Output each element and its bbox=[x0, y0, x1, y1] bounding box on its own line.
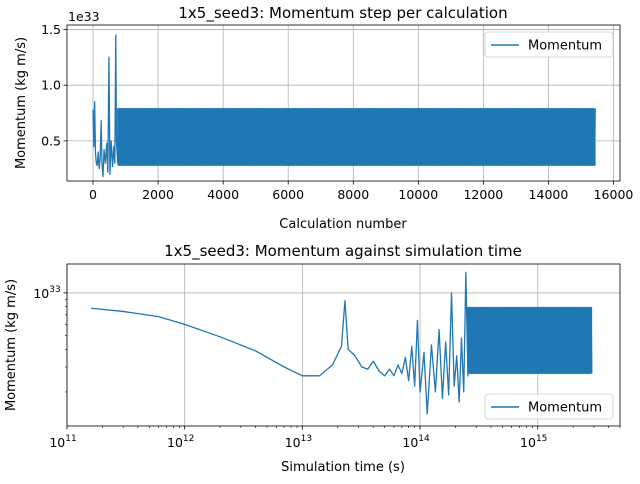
bottom-series bbox=[90, 271, 593, 415]
top-xlabel: Calculation number bbox=[279, 217, 407, 232]
bottom-panel: 1x5_seed3: Momentum against simulation t… bbox=[4, 242, 621, 475]
bottom-legend-label: Momentum bbox=[528, 401, 602, 416]
bottom-x-tick-label: 1012 bbox=[167, 434, 194, 450]
top-x-tick-label: 16000 bbox=[594, 187, 634, 202]
top-momentum-oscillation-band bbox=[117, 108, 596, 166]
bottom-title: 1x5_seed3: Momentum against simulation t… bbox=[164, 242, 522, 261]
top-offset-label: 1e33 bbox=[68, 9, 100, 24]
top-legend: Momentum bbox=[484, 31, 614, 58]
bottom-xlabel: Simulation time (s) bbox=[281, 460, 405, 475]
bottom-ylabel: Momentum (kg m/s) bbox=[4, 279, 19, 411]
bottom-x-tick-label: 1015 bbox=[520, 434, 547, 450]
bottom-ticks: 1011 1012 1013 1014 1015 1033 bbox=[33, 285, 621, 450]
top-panel: 1x5_seed3: Momentum step per calculation… bbox=[14, 4, 633, 232]
top-x-tick-label: 8000 bbox=[337, 187, 369, 202]
bottom-y-tick-label: 1033 bbox=[33, 285, 60, 301]
bottom-legend-box bbox=[484, 393, 614, 420]
top-x-tick-label: 14000 bbox=[529, 187, 569, 202]
top-y-tick-label: 1.0 bbox=[41, 78, 61, 93]
top-ylabel: Momentum (kg m/s) bbox=[14, 37, 29, 169]
bottom-x-tick-label: 1013 bbox=[285, 434, 312, 450]
top-x-tick-label: 10000 bbox=[398, 187, 438, 202]
top-y-tick-label: 1.5 bbox=[41, 22, 61, 37]
top-legend-label: Momentum bbox=[528, 39, 602, 54]
top-x-tick-label: 2000 bbox=[142, 187, 174, 202]
bottom-legend: Momentum bbox=[484, 393, 614, 420]
top-series bbox=[92, 34, 596, 178]
top-y-tick-label: 0.5 bbox=[41, 133, 61, 148]
bottom-momentum-oscillation-band bbox=[467, 307, 593, 374]
bottom-x-tick-label: 1014 bbox=[402, 434, 430, 450]
top-ticks: 0 2000 4000 6000 8000 10000 12000 14000 16000 0.5… bbox=[41, 22, 633, 202]
top-x-tick-label: 12000 bbox=[463, 187, 503, 202]
top-legend-box bbox=[484, 31, 614, 58]
top-title: 1x5_seed3: Momentum step per calculation bbox=[178, 4, 507, 23]
bottom-momentum-line bbox=[90, 271, 593, 415]
bottom-x-tick-label: 1011 bbox=[49, 434, 76, 450]
top-x-tick-label: 0 bbox=[89, 187, 97, 202]
top-x-tick-label: 6000 bbox=[272, 187, 304, 202]
top-x-tick-label: 4000 bbox=[207, 187, 239, 202]
bottom-axes-frame bbox=[66, 263, 621, 427]
top-axes-frame bbox=[66, 24, 621, 182]
